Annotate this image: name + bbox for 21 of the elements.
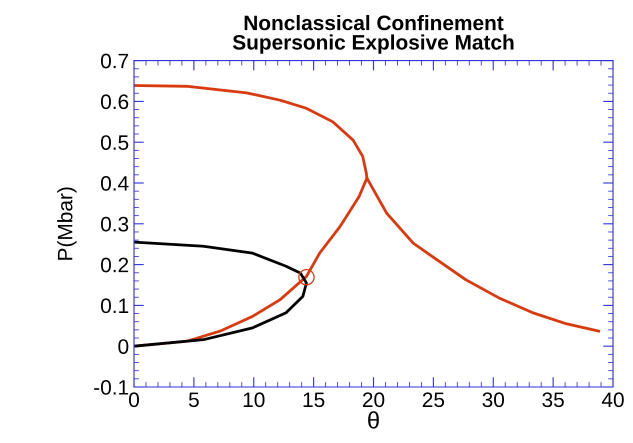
x-tick-label: 25	[422, 392, 444, 408]
y-tick-label: 0.2	[100, 258, 128, 272]
y-tick-label: 0	[118, 339, 128, 354]
y-tick-label: -0.1	[94, 380, 128, 395]
x-tick-label: 15	[304, 392, 324, 408]
x-tick-label: 30	[482, 392, 504, 408]
x-tick-label: 35	[542, 392, 564, 408]
y-axis-title: P(Mbar)	[57, 187, 77, 260]
x-tick-label: 10	[244, 392, 265, 408]
y-tick-label: 0.6	[100, 94, 128, 110]
x-tick-label: 0	[129, 392, 139, 408]
x-tick-label: 20	[362, 392, 384, 408]
y-tick-label: 0.5	[100, 135, 128, 150]
x-axis-title: θ	[368, 411, 379, 429]
x-tick-label: 40	[602, 392, 624, 408]
chart-title: Nonclassical Confinement Supersonic Explosive Match	[232, 14, 514, 54]
x-tick-label: 5	[188, 392, 199, 408]
y-tick-label: 0.4	[100, 176, 129, 191]
y-tick-label: 0.7	[100, 54, 128, 68]
y-tick-label: 0.3	[100, 216, 128, 232]
y-tick-label: 0.1	[100, 298, 128, 314]
